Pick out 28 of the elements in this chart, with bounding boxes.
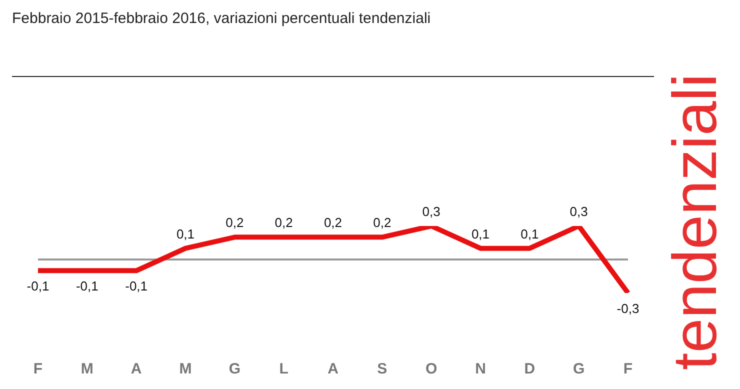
data-label: -0,1 [26, 278, 50, 294]
data-label: 0,2 [324, 215, 342, 230]
x-tick-label: G [228, 360, 241, 378]
data-label: 0,2 [373, 215, 392, 230]
data-label: 0,3 [422, 204, 440, 219]
text: tendenziali [661, 74, 730, 370]
x-tick-label: M [179, 360, 192, 378]
data-label: 0,1 [471, 226, 490, 242]
data-label: 0,2 [274, 215, 293, 230]
x-tick-label: G [572, 360, 585, 378]
data-label: -0,1 [76, 278, 98, 294]
x-tick-label: A [130, 360, 142, 378]
x-tick-label: S [377, 360, 388, 378]
x-tick-label: L [279, 360, 288, 378]
x-tick-label: F [33, 360, 43, 378]
x-tick-label: M [80, 360, 94, 378]
x-tick-label: A [328, 360, 339, 378]
data-label: 0,1 [176, 226, 195, 242]
data-label: 0,2 [226, 215, 244, 230]
data-label: 0,1 [520, 226, 539, 242]
x-tick-label: N [475, 360, 486, 378]
x-tick-label: D [524, 360, 536, 378]
chart-title: Febbraio 2015-febbraio 2016, variazioni percentuali tendenziali [12, 10, 431, 27]
data-label: 0,3 [570, 204, 588, 219]
data-label: -0,1 [125, 278, 148, 294]
data-label: -0,3 [616, 301, 640, 316]
x-tick-label: O [425, 360, 438, 378]
x-tick-label: F [623, 360, 633, 378]
